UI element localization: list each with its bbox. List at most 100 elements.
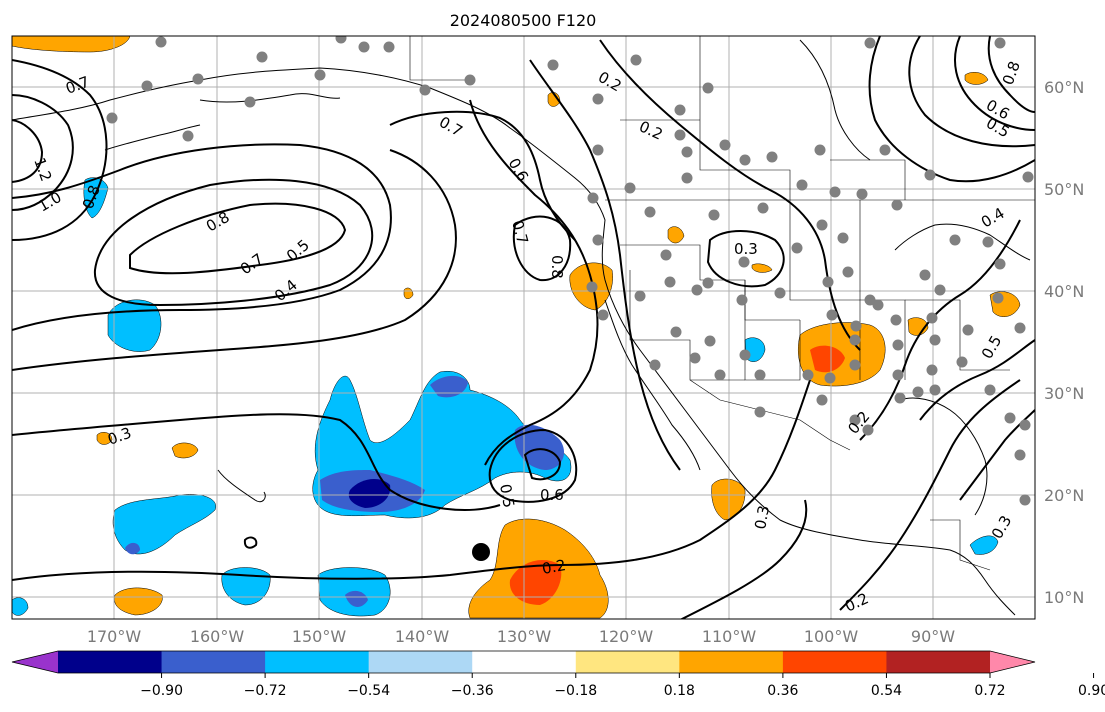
border-line (905, 299, 1010, 371)
station-dot (597, 309, 609, 321)
contour-line (954, 36, 1035, 131)
station-dot (704, 335, 716, 347)
contour-line (919, 339, 1035, 421)
station-dot (681, 146, 693, 158)
positive-anomaly-region (964, 72, 989, 85)
contour-line (512, 215, 572, 282)
station-dot (256, 51, 268, 63)
coastline (199, 93, 341, 103)
station-dot (244, 96, 256, 108)
coastline (799, 39, 871, 161)
station-dot (962, 324, 974, 336)
negative-anomaly-core (125, 542, 140, 555)
colorbar-segment (679, 651, 784, 673)
lon-label: 100°W (804, 627, 859, 646)
positive-anomaly-region (12, 36, 131, 53)
station-dot (383, 41, 395, 53)
colorbar-tick-label: 0.90 (1078, 683, 1105, 699)
station-dot (837, 232, 849, 244)
station-dot (592, 93, 604, 105)
station-dot (926, 312, 938, 324)
station-dot (464, 74, 476, 86)
station-dot (714, 369, 726, 381)
station-dot (1004, 412, 1016, 424)
colorbar-segment (265, 651, 370, 673)
coastlines (12, 39, 1031, 616)
coastline (894, 223, 1031, 261)
station-dot (816, 219, 828, 231)
station-dot (754, 406, 766, 418)
station-dot (849, 334, 861, 346)
negative-anomaly-region (12, 597, 29, 616)
border-line (830, 159, 906, 200)
border-line (930, 519, 991, 571)
positive-anomaly-region (96, 432, 113, 445)
colorbar: −0.90 −0.72 −0.54 −0.36 −0.18 0.18 0.36 0.54 0.7… (11, 650, 1105, 699)
station-dot (864, 37, 876, 49)
colorbar-tick-label: −0.72 (244, 683, 287, 699)
station-dot (766, 151, 778, 163)
station-dot (824, 372, 836, 384)
contours (12, 36, 1035, 619)
contour-line (12, 379, 811, 581)
contour-line (868, 36, 1035, 183)
station-dot (814, 144, 826, 156)
station-dot (547, 59, 559, 71)
coastline (899, 397, 988, 516)
station-dot (849, 359, 861, 371)
station-dot (791, 242, 803, 254)
station-dot (691, 284, 703, 296)
colorbar-extend-high (990, 651, 1035, 673)
station-dot (739, 349, 751, 361)
contour-line (839, 379, 1021, 611)
strong-positive-anomaly (810, 345, 845, 373)
station-dot (879, 144, 891, 156)
contour-label: 0.3 (751, 504, 773, 531)
station-dot (630, 54, 642, 66)
contour-line (987, 36, 1035, 113)
colorbar-tick-label: −0.54 (347, 683, 390, 699)
station-dot (796, 179, 808, 191)
station-dot (956, 356, 968, 368)
lon-label: 140°W (395, 627, 450, 646)
station-dot (689, 352, 701, 364)
colorbar-tick-label: −0.90 (140, 683, 183, 699)
shaded-anomalies (12, 36, 1021, 619)
lon-label: 130°W (497, 627, 552, 646)
station-dot (141, 80, 153, 92)
station-dot (891, 199, 903, 211)
station-dot (1019, 494, 1031, 506)
station-dot (994, 37, 1006, 49)
strong-negative-anomaly (348, 478, 391, 508)
contour-line (523, 448, 562, 481)
borders (409, 36, 1035, 571)
station-dot (894, 392, 906, 404)
lon-label: 90°W (911, 627, 955, 646)
contour-label: 0.5 (496, 483, 518, 510)
station-dot (816, 394, 828, 406)
colorbar-segment (886, 651, 991, 673)
station-dot (644, 206, 656, 218)
station-dot (826, 309, 838, 321)
border-line (409, 36, 470, 81)
contour-line (12, 143, 392, 331)
lat-label: 20°N (1044, 486, 1084, 505)
positive-anomaly-region (114, 587, 163, 616)
lon-label: 170°W (87, 627, 142, 646)
station-dot (822, 276, 834, 288)
station-dot (872, 299, 884, 311)
border-line (859, 200, 906, 380)
longitude-labels: 170°W 160°W 150°W 140°W 130°W 120°W 110°… (87, 627, 955, 646)
lat-label: 40°N (1044, 282, 1084, 301)
station-dot (850, 320, 862, 332)
station-dot (862, 424, 874, 436)
contour-label: 0.8 (548, 255, 566, 279)
station-dot (984, 384, 996, 396)
lat-label: 60°N (1044, 78, 1084, 97)
station-dot (660, 249, 672, 261)
station-dot (335, 36, 347, 44)
coastline (604, 299, 701, 471)
station-dot (674, 104, 686, 116)
station-dots (106, 36, 1034, 506)
